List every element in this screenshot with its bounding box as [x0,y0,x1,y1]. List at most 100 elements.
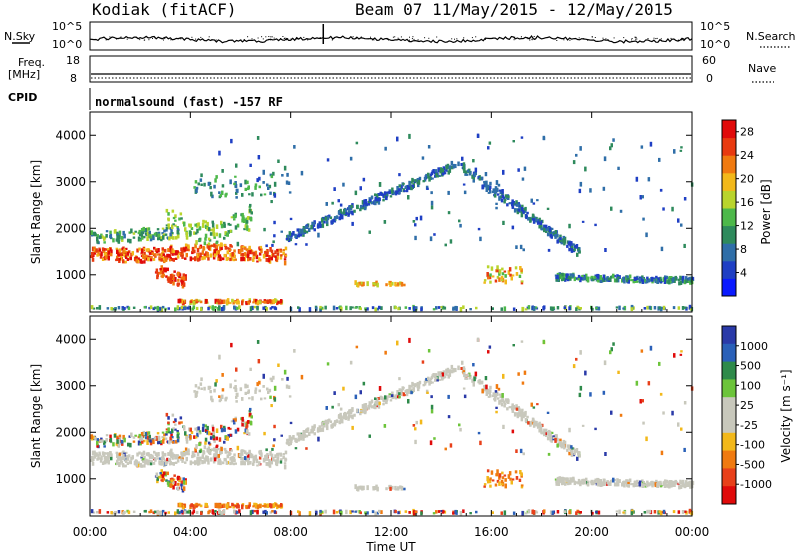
velocity-cell [607,483,611,486]
power-cell [259,300,262,305]
velocity-cell [602,390,606,395]
velocity-cell [197,386,200,390]
velocity-cell [433,375,437,379]
velocity-cell [221,373,224,377]
power-cell [448,168,452,173]
velocity-cell [361,404,365,409]
velocity-cell [582,480,586,485]
power-cell [117,235,121,240]
noise-search-dot [296,38,298,40]
power-cell [408,186,411,190]
noise-tick-right-top: 10^5 [700,20,730,33]
power-cell [167,212,170,216]
velocity-cell [316,428,320,433]
velocity-cell [265,462,268,466]
power-cell [157,248,160,253]
velocity-cell [669,482,673,485]
power-cell [460,163,463,166]
power-cell [397,307,400,311]
velocity-cell [245,424,249,428]
power-cell [265,258,268,262]
velocity-cell [185,439,189,444]
power-cell [540,227,544,231]
power-cell [596,273,599,279]
velocity-cell [544,431,547,436]
power-cell [683,281,687,285]
power-cell [204,225,208,228]
power-cell [253,298,256,303]
velocity-cell [662,411,665,415]
power-cell [116,235,119,240]
velocity-cell [166,471,169,476]
velocity-cell [230,460,234,465]
velocity-cell [447,394,450,399]
power-cell [344,211,348,215]
power-cell [366,281,369,287]
power-cell [435,172,438,176]
noise-search-dot [492,37,493,39]
velocity-colorbar-swatch [722,326,736,345]
power-cell [248,205,252,209]
power-cell [230,216,234,219]
velocity-cell [378,386,382,391]
power-cell [96,307,99,310]
power-cell [230,245,233,248]
power-cell [436,175,439,178]
power-cell [394,191,398,196]
power-cell [587,276,590,279]
velocity-cell [319,509,322,513]
power-cell [92,307,96,310]
velocity-cell [157,435,161,439]
power-cell [177,298,180,304]
velocity-cell [499,393,502,399]
velocity-cell [269,503,272,508]
velocity-cell [236,392,239,397]
velocity-cell [184,478,187,481]
power-cell [221,257,225,261]
power-cell [142,253,145,258]
velocity-cell [139,443,142,446]
velocity-cell [374,400,377,405]
velocity-cell [378,401,381,406]
power-cell [503,196,506,200]
velocity-cell [241,397,244,401]
power-cell [272,171,275,176]
velocity-cell [232,457,236,462]
velocity-cell [687,484,691,487]
power-cell [603,156,607,162]
power-cell [167,248,170,252]
velocity-cell [91,461,95,466]
velocity-cell [196,432,199,438]
velocity-cell [207,441,211,445]
velocity-cell [586,482,590,487]
power-cell [267,186,270,190]
velocity-cell [273,438,276,442]
power-cell [494,279,498,283]
velocity-cell [377,397,380,401]
power-cell [226,299,229,305]
velocity-cell [157,452,160,457]
power-cell [364,205,367,211]
power-cell [223,299,226,304]
power-cell [270,256,273,261]
power-cell [174,224,177,227]
power-cell [248,193,251,196]
velocity-cell [500,479,504,484]
noise-search-dot [412,36,414,38]
power-cell [527,217,530,221]
velocity-cell [390,394,394,398]
velocity-cell [221,461,225,465]
power-cell [667,279,671,285]
power-cell [242,245,245,248]
velocity-cell [681,480,684,485]
power-cell [555,277,558,282]
power-cell [249,163,252,167]
power-cell [432,308,436,311]
velocity-cell [178,480,181,483]
velocity-cell [508,471,512,476]
power-cell [578,188,582,194]
velocity-cell [100,437,103,441]
noise-search-dot [653,37,655,39]
velocity-cell [262,510,265,514]
noise-search-dot [319,37,321,39]
